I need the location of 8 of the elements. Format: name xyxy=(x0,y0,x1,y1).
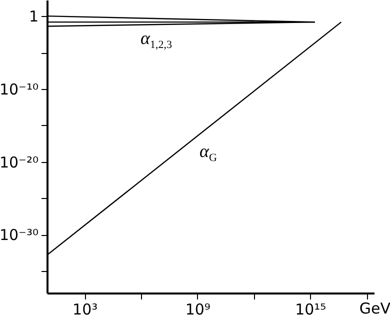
y-tick-label: 10⁻¹⁰ xyxy=(0,80,38,98)
y-tick-label: 10⁻³⁰ xyxy=(0,226,38,244)
x-axis-title: GeV xyxy=(359,300,390,318)
y-tick-label: 1 xyxy=(28,8,38,26)
x-tick-label: 10⁹ xyxy=(185,300,210,318)
y-tick-label: 10⁻²⁰ xyxy=(0,153,38,172)
x-tick-label: 10¹⁵ xyxy=(295,300,326,318)
x-tick-label: 10³ xyxy=(72,300,98,318)
